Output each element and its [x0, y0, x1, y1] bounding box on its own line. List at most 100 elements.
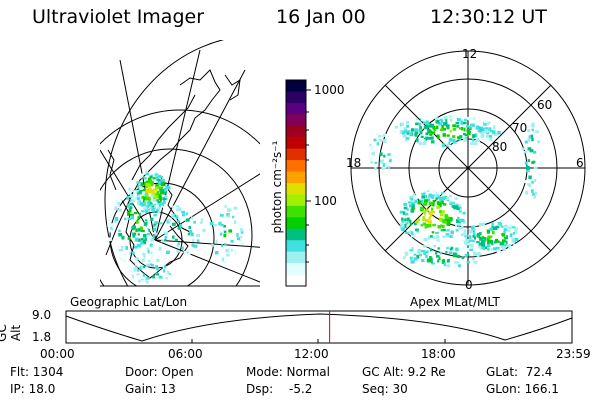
- aurora-pixel: [136, 197, 139, 200]
- coastline: [159, 174, 191, 233]
- aurora-pixel: [406, 217, 410, 222]
- aurora-pixel: [402, 211, 406, 216]
- aurora-pixel: [448, 141, 451, 146]
- aurora-pixel: [141, 195, 145, 199]
- coastline: [105, 69, 221, 256]
- aurora-pixel: [422, 216, 426, 220]
- aurora-pixel: [419, 206, 424, 210]
- aurora-pixel: [138, 190, 143, 195]
- aurora-pixel: [497, 130, 501, 135]
- aurora-pixel: [448, 138, 453, 142]
- aurora-pixel: [458, 115, 462, 119]
- aurora-pixel: [374, 167, 377, 170]
- aurora-pixel: [475, 126, 480, 130]
- aurora-pixel: [423, 139, 426, 142]
- aurora-pixel: [133, 196, 137, 200]
- aurora-pixel: [153, 213, 157, 217]
- aurora-pixel: [143, 196, 147, 201]
- aurora-pixel: [444, 215, 448, 219]
- aurora-pixel: [457, 223, 460, 226]
- aurora-pixel: [147, 209, 150, 213]
- aurora-pixel: [152, 235, 155, 240]
- aurora-pixel: [470, 123, 474, 127]
- aurora-pixel: [431, 262, 435, 265]
- aurora-pixel: [440, 229, 444, 232]
- aurora-pixel: [185, 218, 190, 222]
- aurora-pixel: [446, 223, 451, 226]
- aurora-pixel: [531, 161, 534, 164]
- aurora-pixel: [520, 162, 523, 166]
- aurora-pixel: [442, 259, 445, 262]
- aurora-pixel: [130, 199, 133, 203]
- aurora-pixel: [452, 201, 455, 205]
- aurora-pixel: [441, 200, 444, 204]
- aurora-pixel: [130, 269, 134, 273]
- meridian-line: [154, 239, 260, 248]
- aurora-pixel: [465, 247, 469, 252]
- aurora-pixel: [460, 119, 463, 123]
- aurora-pixel: [443, 203, 447, 206]
- aurora-pixel: [489, 227, 493, 231]
- aurora-pixel: [177, 207, 182, 212]
- aurora-pixel: [423, 141, 427, 146]
- aurora-pixel: [484, 129, 489, 133]
- aurora-pixel: [487, 229, 490, 234]
- aurora-pixel: [240, 228, 243, 232]
- aurora-pixel: [153, 196, 157, 199]
- aurora-pixel: [425, 250, 429, 254]
- aurora-pixel: [416, 251, 420, 254]
- aurora-pixel: [444, 221, 448, 224]
- aurora-pixel: [172, 213, 176, 218]
- aurora-pixel: [436, 142, 439, 147]
- aurora-pixel: [145, 263, 150, 267]
- aurora-pixel: [186, 251, 189, 254]
- aurora-pixel: [233, 206, 238, 210]
- aurora-pixel: [189, 229, 192, 234]
- aurora-pixel: [437, 135, 440, 139]
- aurora-pixel: [449, 235, 453, 238]
- aurora-pixel: [138, 279, 141, 283]
- colorbar-tick-label: 100: [314, 194, 337, 208]
- aurora-pixel: [399, 210, 404, 214]
- aurora-pixel: [142, 273, 145, 277]
- meridian-line: [154, 69, 246, 241]
- aurora-pixel: [167, 270, 170, 275]
- aurora-pixel: [441, 210, 445, 214]
- aurora-pixel: [412, 195, 415, 198]
- aurora-pixel: [443, 122, 446, 126]
- colorbar-unit-label: photon cm⁻²s⁻¹: [270, 140, 284, 234]
- aurora-pixel: [509, 223, 513, 228]
- aurora-pixel: [411, 128, 414, 131]
- aurora-pixel: [475, 137, 480, 142]
- aurora-pixel: [152, 198, 157, 202]
- colorbar-tick-label: 1000: [314, 83, 345, 97]
- aurora-pixel: [152, 209, 155, 213]
- aurora-pixel: [147, 183, 151, 188]
- aurora-pixel: [455, 229, 459, 232]
- aurora-pixel: [160, 205, 165, 208]
- aurora-pixel: [154, 221, 159, 225]
- aurora-pixel: [507, 229, 511, 232]
- aurora-pixel: [151, 207, 154, 211]
- aurora-pixel: [504, 224, 508, 228]
- aurora-pixel: [462, 133, 466, 136]
- aurora-pixel: [503, 228, 508, 232]
- aurora-pixel: [427, 136, 432, 140]
- aurora-pixel: [463, 240, 467, 245]
- aurora-pixel: [135, 257, 140, 261]
- aurora-pixel: [436, 201, 440, 205]
- aurora-pixel: [227, 214, 230, 218]
- aurora-pixel: [147, 188, 150, 191]
- aurora-pixel: [436, 120, 440, 124]
- aurora-pixel: [221, 257, 225, 262]
- aurora-pixel: [371, 151, 375, 156]
- aurora-pixel: [224, 242, 227, 246]
- aurora-pixel: [158, 276, 163, 279]
- aurora-pixel: [470, 243, 474, 248]
- aurora-pixel: [404, 212, 407, 216]
- aurora-pixel: [421, 195, 426, 199]
- aurora-pixel: [400, 225, 403, 230]
- aurora-pixel: [171, 214, 174, 218]
- aurora-pixel: [398, 225, 401, 229]
